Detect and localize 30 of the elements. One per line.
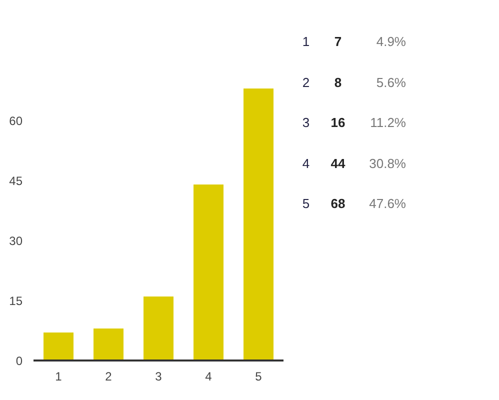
x-tick-label: 4	[205, 370, 212, 384]
text: 5.6%	[375, 74, 406, 92]
bar	[144, 296, 174, 360]
y-tick-label: 0	[16, 354, 23, 368]
text: 4	[301, 154, 311, 172]
x-tick-label: 1	[55, 370, 62, 384]
bar	[94, 328, 124, 360]
text: 1	[301, 33, 311, 51]
text: 4.9%	[375, 33, 406, 51]
y-tick-label: 60	[9, 114, 23, 128]
y-tick-label: 30	[9, 234, 23, 248]
x-tick-label: 3	[155, 370, 162, 384]
text: 5	[301, 195, 311, 213]
bar	[244, 88, 274, 360]
text: 16	[330, 114, 346, 132]
text: 11.2%	[369, 114, 406, 132]
text: 2	[301, 74, 311, 92]
text: 7	[333, 33, 343, 51]
x-tick-label: 2	[105, 370, 112, 384]
text: 3	[301, 114, 311, 132]
text: 30.8%	[368, 154, 406, 172]
text: 8	[333, 74, 343, 92]
text: 68	[330, 195, 346, 213]
bar	[44, 332, 74, 360]
y-tick-label: 15	[9, 294, 23, 308]
bar	[194, 184, 224, 360]
y-tick-label: 45	[9, 174, 23, 188]
text: 44	[330, 154, 346, 172]
x-tick-label: 5	[255, 370, 262, 384]
text: 47.6%	[368, 195, 406, 213]
